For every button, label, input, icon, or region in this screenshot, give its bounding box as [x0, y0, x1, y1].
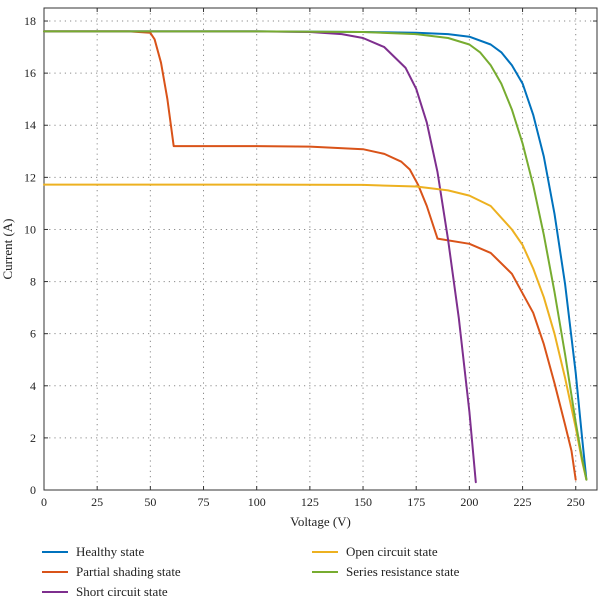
legend-label: Series resistance state	[346, 564, 460, 579]
x-tick-label: 25	[91, 495, 103, 509]
x-tick-label: 75	[198, 495, 210, 509]
legend: Healthy state Partial shading state Shor…	[40, 542, 580, 600]
legend-label: Short circuit state	[76, 584, 168, 599]
iv-curve-chart: 0 25 50 75 100 125 150 175 200 225 250 0 2 4 6 8 10 12 14 1…	[0, 7, 598, 529]
legend-label: Healthy state	[76, 544, 145, 559]
axis-ticks: 0 25 50 75 100 125 150 175 200 225 250 0 2 4 6 8 10 12 14 1…	[24, 8, 597, 509]
x-tick-label: 225	[514, 495, 532, 509]
legend-item-series-resistance: Series resistance state	[312, 562, 459, 582]
legend-item-open-circuit: Open circuit state	[312, 542, 438, 562]
x-tick-label: 125	[301, 495, 319, 509]
y-tick-label: 6	[30, 327, 36, 341]
y-tick-label: 0	[30, 483, 36, 497]
y-tick-label: 2	[30, 431, 36, 445]
legend-item-short-circuit: Short circuit state	[42, 582, 168, 602]
x-axis-title: Voltage (V)	[290, 514, 351, 529]
y-tick-label: 10	[24, 222, 36, 236]
series-line-short-circuit-state	[43, 30, 477, 484]
series-line-partial-shading-state	[43, 30, 577, 481]
legend-item-partial-shading: Partial shading state	[42, 562, 181, 582]
legend-swatch	[312, 571, 338, 573]
legend-swatch	[42, 591, 68, 593]
y-tick-label: 18	[24, 14, 36, 28]
y-tick-label: 4	[30, 379, 36, 393]
y-tick-label: 8	[30, 275, 36, 289]
x-tick-label: 250	[567, 495, 585, 509]
x-tick-label: 150	[354, 495, 372, 509]
x-tick-label: 50	[144, 495, 156, 509]
legend-swatch	[42, 571, 68, 573]
series-line-healthy-state	[43, 30, 588, 481]
x-tick-label: 200	[460, 495, 478, 509]
series-lines	[43, 30, 588, 484]
plot-frame	[43, 7, 598, 491]
y-tick-label: 16	[24, 66, 36, 80]
x-tick-label: 0	[41, 495, 47, 509]
y-axis-title: Current (A)	[0, 218, 15, 279]
grid-lines	[44, 8, 597, 490]
series-line-series-resistance-state	[43, 30, 588, 481]
legend-item-healthy: Healthy state	[42, 542, 144, 562]
y-tick-label: 12	[24, 170, 36, 184]
x-tick-label: 175	[407, 495, 425, 509]
x-tick-label: 100	[248, 495, 266, 509]
series-line-open-circuit-state	[43, 183, 588, 481]
legend-label: Partial shading state	[76, 564, 181, 579]
legend-swatch	[42, 551, 68, 553]
legend-label: Open circuit state	[346, 544, 438, 559]
legend-swatch	[312, 551, 338, 553]
y-tick-label: 14	[24, 118, 36, 132]
